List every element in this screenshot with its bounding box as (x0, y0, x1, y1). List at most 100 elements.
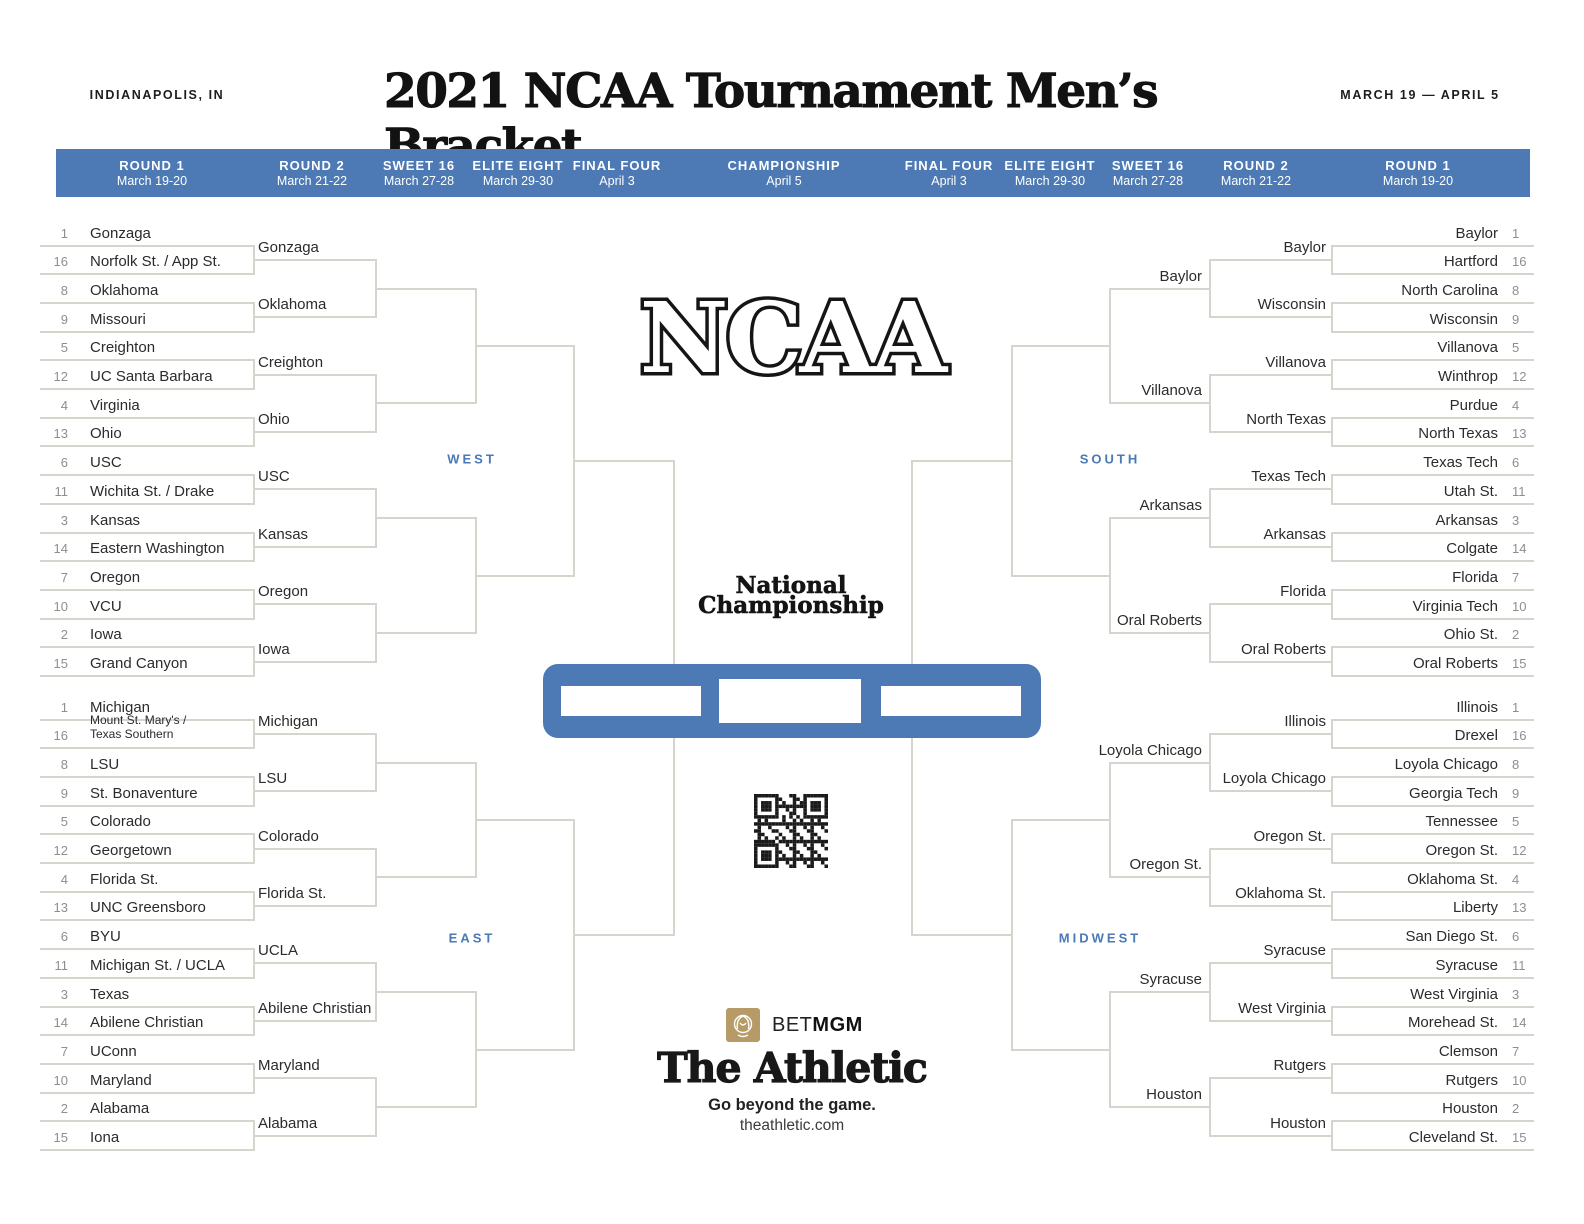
team-name: Eastern Washington (90, 540, 225, 558)
round-header: ROUND 2 March 21-22 (1221, 149, 1291, 197)
region-label-east: EAST (448, 930, 496, 946)
team-name: Baylor (1455, 224, 1498, 242)
bracket-line (1331, 862, 1534, 864)
round2-winner: LSU (258, 770, 288, 788)
team-name: Oklahoma St. (1407, 870, 1498, 888)
team-name: Florida (1452, 568, 1498, 586)
team-seed: 16 (1512, 254, 1527, 270)
team-name: Florida St. (90, 870, 159, 888)
bracket-line (1011, 574, 1111, 577)
team-name: Georgia Tech (1409, 784, 1498, 802)
team-name: BYU (90, 928, 121, 946)
bracket-line (40, 1005, 255, 1008)
national-championship-heading: National Championship (698, 574, 884, 618)
team-name: Illinois (1456, 698, 1498, 716)
round-header: FINAL FOUR April 3 (573, 149, 661, 197)
bracket-line (1331, 301, 1534, 304)
bracket-line (375, 1105, 477, 1108)
team-name: Winthrop (1437, 368, 1498, 385)
bracket-line (253, 660, 377, 663)
bracket-line (1331, 330, 1534, 333)
qr-code (754, 794, 828, 868)
round-header-label: ELITE EIGHT (1004, 157, 1096, 173)
team-seed: 4 (60, 397, 68, 413)
bracket-line (375, 631, 477, 634)
team-name: Oklahoma (90, 281, 159, 299)
round-header-label: CHAMPIONSHIP (727, 157, 841, 173)
sweet16-winner: Syracuse (1139, 971, 1202, 989)
team-name: USC (90, 454, 122, 472)
bracket-line (475, 818, 575, 821)
bracket-line (40, 1034, 255, 1037)
sweet16-winner: Oral Roberts (1116, 611, 1202, 629)
team-name: Liberty (1452, 899, 1498, 917)
team-name: Arkansas (1435, 511, 1498, 529)
bracket-line (253, 488, 377, 491)
bracket-line (40, 1091, 255, 1094)
round-header-dates: March 21-22 (1220, 173, 1292, 188)
team-seed: 4 (1512, 871, 1520, 887)
bracket-line (40, 502, 255, 505)
team-seed: 13 (1512, 426, 1527, 442)
team-name: Virginia Tech (1412, 597, 1498, 615)
team-name: Villanova (1437, 339, 1498, 357)
team-seed: 14 (1512, 1015, 1527, 1031)
round2-winner: Villanova (1265, 353, 1326, 371)
team-name: Rutgers (1445, 1071, 1498, 1089)
team-seed: 4 (1512, 397, 1520, 413)
round-header: ELITE EIGHT March 29-30 (472, 149, 563, 197)
bracket-line (40, 445, 255, 448)
round-header-dates: April 5 (766, 173, 802, 188)
bracket-line (1109, 1105, 1211, 1108)
bracket-line (253, 1019, 377, 1022)
bracket-line (253, 545, 377, 548)
bracket-line (40, 330, 255, 333)
team-name: VCU (90, 597, 122, 615)
team-name: Abilene Christian (90, 1014, 204, 1032)
sweet16-winner: Oregon St. (1129, 856, 1202, 874)
round-header-dates: March 29-30 (1014, 173, 1086, 188)
team-name: Alabama (90, 1100, 150, 1118)
round-header-dates: April 3 (931, 173, 967, 188)
bracket-line (40, 1120, 255, 1123)
round2-winner: UCLA (258, 942, 299, 960)
team-seed: 15 (53, 656, 68, 671)
bracket-line (1331, 976, 1534, 979)
region-label-midwest: MIDWEST (1058, 930, 1142, 946)
bracket-line (1331, 890, 1534, 893)
team-seed: 2 (1512, 1101, 1520, 1117)
bracket-line (573, 933, 675, 936)
team-seed: 10 (53, 598, 68, 614)
bracket-line (1331, 416, 1534, 419)
betmgm-lion-icon (726, 1008, 760, 1042)
round-header-label: SWEET 16 (1111, 157, 1185, 173)
round2-winner: Arkansas (1263, 525, 1326, 543)
team-name: Georgetown (90, 842, 172, 859)
bracket-line (1209, 431, 1333, 434)
bracket-line (375, 991, 477, 994)
team-name: Gonzaga (90, 224, 151, 242)
team-seed: 13 (53, 426, 68, 442)
bracket-line (375, 876, 477, 879)
round2-winner: Florida (1280, 583, 1326, 601)
team-name: St. Bonaventure (90, 784, 198, 802)
team-seed: 3 (1512, 512, 1520, 528)
team-name: Creighton (90, 339, 156, 357)
team-name: Houston (1442, 1100, 1498, 1118)
bracket-line (375, 761, 477, 764)
team-seed: 14 (1512, 541, 1527, 557)
team-seed: 1 (1512, 225, 1520, 241)
bracket-line (1331, 560, 1534, 563)
round2-winner: Florida St. (258, 885, 327, 903)
bracket-line (253, 732, 377, 735)
team-name: Wisconsin (1429, 310, 1498, 328)
athletic-wordmark: The Athletic (657, 1043, 929, 1092)
bracket-line (40, 588, 255, 591)
bracket-line (40, 675, 255, 677)
team-seed: 12 (53, 369, 68, 384)
team-name: Kansas (90, 511, 141, 529)
team-seed: 16 (53, 254, 68, 270)
bracket-line (1209, 847, 1333, 850)
bracket-line (1331, 747, 1534, 750)
